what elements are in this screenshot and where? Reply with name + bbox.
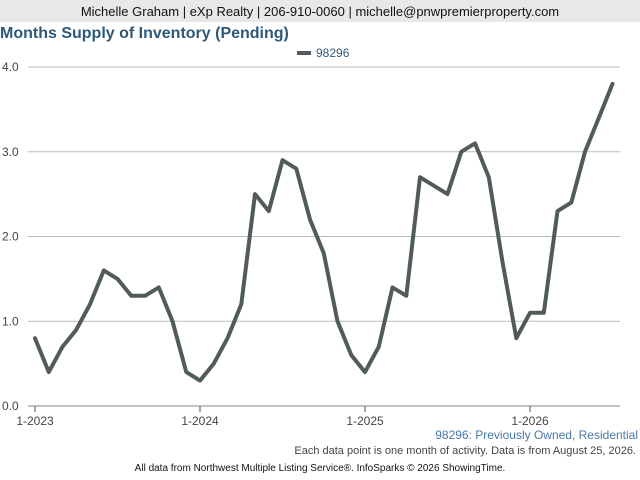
source-note: All data from Northwest Multiple Listing…	[134, 463, 506, 474]
footnote: Each data point is one month of activity…	[294, 445, 636, 457]
contact-text: Michelle Graham | eXp Realty | 206-910-0…	[80, 3, 560, 19]
x-tick-label: 1-2026	[511, 414, 549, 428]
series-line-98296	[33, 81, 615, 383]
chart-title: Months Supply of Inventory (Pending)	[0, 25, 289, 42]
x-tick-label: 1-2023	[16, 414, 54, 428]
legend-swatch	[297, 51, 311, 55]
y-tick-label: 1.0	[2, 314, 19, 328]
y-tick-label: 0.0	[2, 399, 19, 413]
y-tick-label: 4.0	[2, 60, 19, 74]
contact-header: Michelle Graham | eXp Realty | 206-910-0…	[0, 0, 640, 22]
chart-legend[interactable]: 98296	[297, 46, 349, 60]
line-chart: 0.0 1.0 2.0 3.0 4.0 1-2023 1-2024 1-2025 1-2026	[2, 60, 620, 428]
legend-label: 98296	[316, 46, 350, 60]
y-tick-label: 2.0	[2, 230, 19, 244]
x-tick-label: 1-2024	[181, 414, 219, 428]
series-description: 98296: Previously Owned, Residential	[435, 428, 638, 442]
x-tick-label: 1-2025	[346, 414, 384, 428]
y-tick-label: 3.0	[2, 145, 19, 159]
